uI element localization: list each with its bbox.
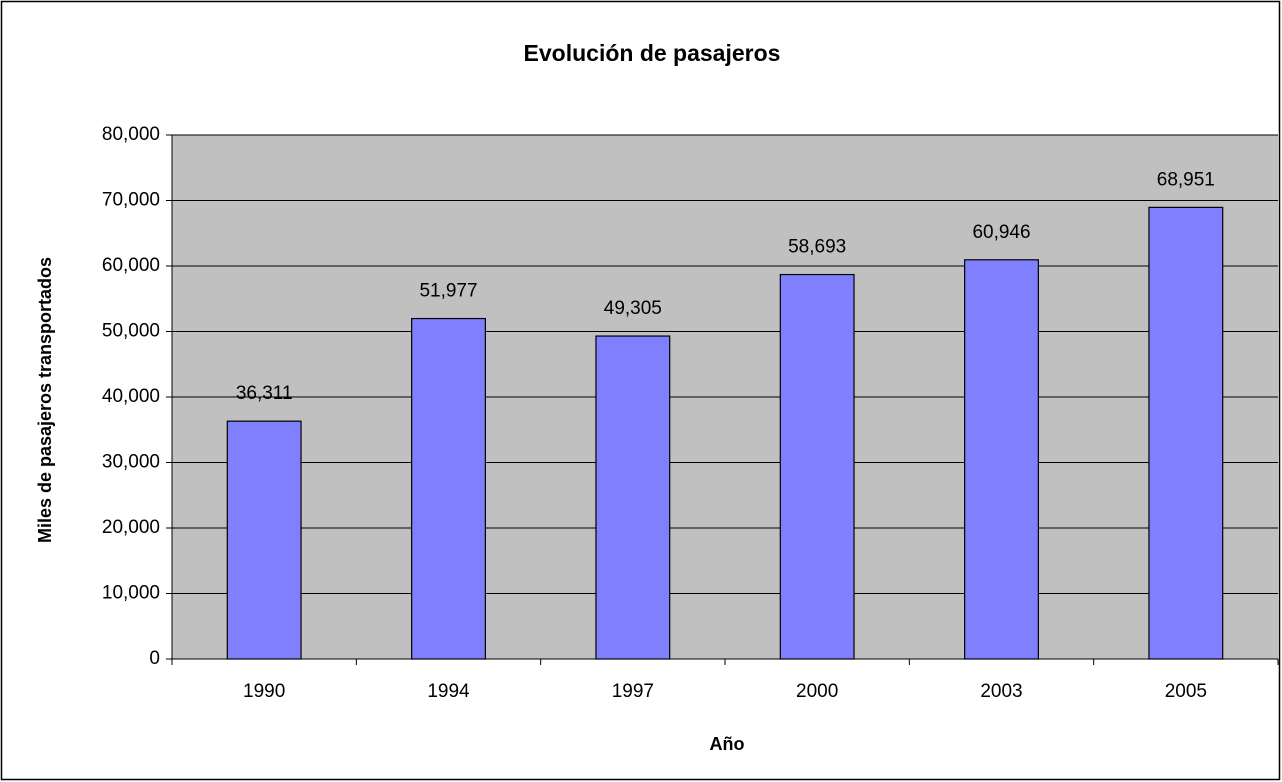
x-tick-label: 2003 bbox=[980, 681, 1022, 702]
data-label: 51,977 bbox=[419, 281, 477, 302]
y-tick-label: 60,000 bbox=[102, 255, 160, 276]
x-tick-label: 2000 bbox=[796, 681, 838, 702]
bar bbox=[964, 259, 1039, 660]
y-tick-label: 10,000 bbox=[102, 583, 160, 604]
x-tick-label: 2005 bbox=[1165, 681, 1207, 702]
y-tick-label: 30,000 bbox=[102, 452, 160, 473]
bar bbox=[595, 335, 671, 660]
chart-title: Evolución de pasajeros bbox=[524, 40, 781, 66]
y-axis-label: Miles de pasajeros transportados bbox=[35, 257, 55, 543]
y-tick-label: 70,000 bbox=[102, 190, 160, 211]
data-label: 36,311 bbox=[236, 383, 293, 404]
y-tick-label: 50,000 bbox=[102, 321, 160, 342]
x-tick-label: 1997 bbox=[612, 681, 654, 702]
data-label: 58,693 bbox=[788, 237, 846, 258]
y-tick-label: 20,000 bbox=[102, 517, 160, 538]
bar bbox=[1148, 206, 1224, 660]
bar bbox=[779, 273, 855, 660]
y-tick-label: 0 bbox=[149, 648, 160, 669]
x-tick-label: 1990 bbox=[243, 681, 285, 702]
data-label: 60,946 bbox=[972, 222, 1030, 243]
data-label: 68,951 bbox=[1157, 169, 1215, 190]
x-tick-label: 1994 bbox=[427, 681, 470, 702]
bar bbox=[226, 420, 302, 660]
y-tick-label: 80,000 bbox=[102, 124, 160, 145]
data-label: 49,305 bbox=[604, 298, 662, 319]
bar bbox=[411, 317, 486, 660]
y-tick-label: 40,000 bbox=[102, 386, 160, 407]
x-axis-label: Año bbox=[710, 734, 745, 754]
